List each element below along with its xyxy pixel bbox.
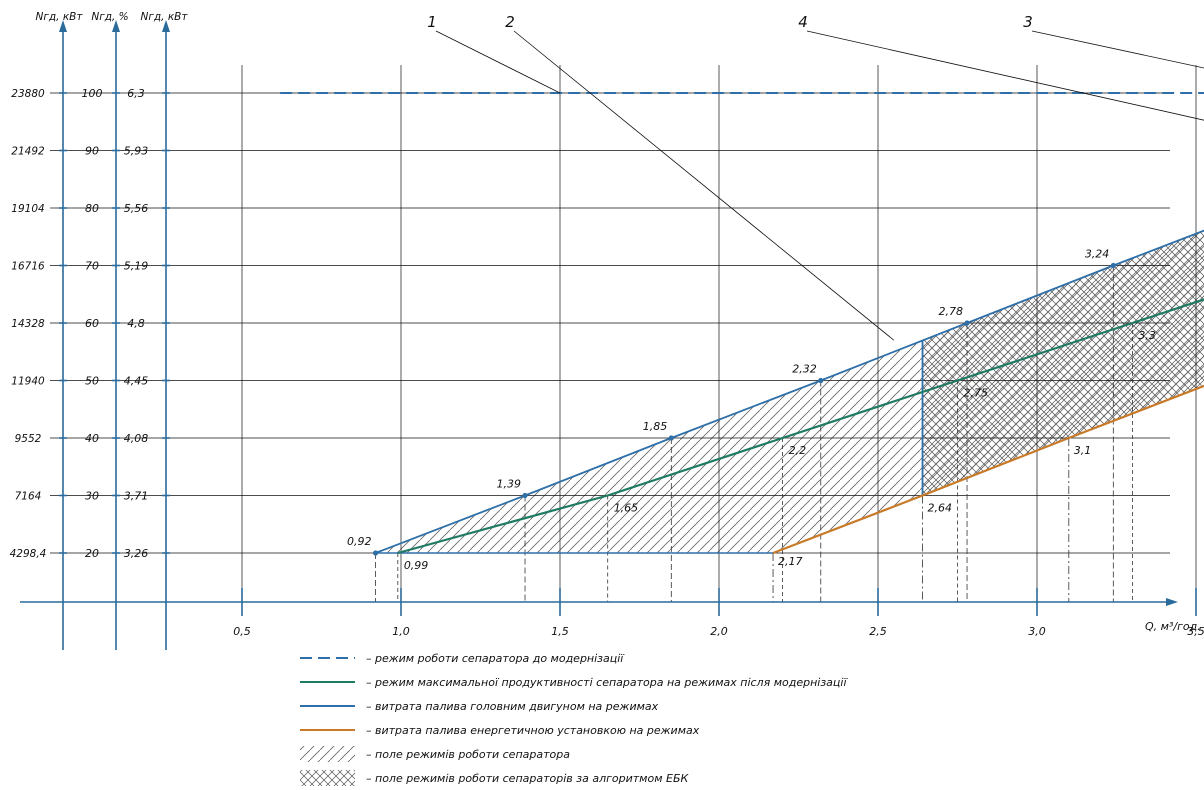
x-tick-label: 3,0	[1028, 625, 1046, 638]
curve-leader-line	[435, 30, 561, 94]
data-point	[372, 550, 379, 556]
x-axis-label: Q, м³/год.	[1145, 620, 1201, 633]
x-tick-label: 0,5	[233, 625, 251, 638]
curve-leader-line	[1031, 30, 1204, 69]
data-point	[964, 320, 970, 326]
y-tick-label-kw: 21492	[11, 146, 45, 158]
y-tick-label-kw: 11940	[11, 376, 45, 388]
curve-number-label: 1	[427, 13, 437, 31]
point-label-max-productivity: 2,75	[964, 387, 989, 400]
y-tick-label-kw2: 5,19	[124, 260, 149, 273]
y-tick-label-pct: 40	[85, 432, 99, 445]
y-tick-label-pct: 80	[85, 202, 99, 215]
y-axis-label-3: Nгд, кВт	[141, 11, 189, 23]
point-label-max-productivity: 2,2	[789, 444, 807, 457]
x-axis-arrow	[1166, 598, 1178, 606]
data-point	[522, 492, 528, 499]
point-label-main-engine: 0,92	[347, 535, 372, 548]
y-tick-label-kw: 16716	[11, 261, 45, 273]
point-label-main-engine: 1,85	[643, 420, 668, 433]
point-label-power-plant: 3,1	[1074, 444, 1092, 457]
y-tick-label-kw2: 4,45	[124, 375, 149, 388]
curve-number-label: 3	[1023, 13, 1033, 31]
x-tick-label: 2,5	[869, 625, 887, 638]
y-tick-label-pct: 30	[85, 490, 99, 503]
series-line-power-plant-fuel	[772, 384, 1204, 555]
point-label-main-engine: 3,24	[1085, 248, 1110, 261]
y-tick-label-kw2: 4,8	[127, 317, 145, 330]
y-axis-arrow-1	[59, 20, 67, 32]
point-label-max-productivity: 3,3	[1138, 329, 1156, 342]
point-label-main-engine: 2,78	[939, 305, 964, 318]
legend-swatch	[300, 770, 355, 786]
y-tick-label-kw: 14328	[11, 318, 45, 330]
data-point	[818, 377, 824, 384]
y-tick-label-kw2: 3,71	[124, 490, 149, 503]
x-tick-label: 1,0	[392, 625, 410, 638]
y-tick-label-kw: 7164	[15, 491, 42, 503]
y-tick-label-kw: 4298,4	[10, 548, 47, 560]
curve-number-label: 2	[505, 13, 515, 31]
y-tick-label-pct: 100	[82, 87, 103, 100]
y-tick-label-kw2: 5,93	[124, 145, 149, 158]
y-tick-label-pct: 60	[85, 317, 99, 330]
curve-leader-line	[513, 30, 895, 341]
y-tick-label-pct: 20	[85, 547, 99, 560]
curve-leader-line	[806, 30, 1204, 121]
y-tick-label-kw: 23880	[11, 88, 45, 100]
x-tick-label: 1,5	[551, 625, 569, 638]
data-point	[1110, 262, 1116, 269]
y-tick-label-kw2: 5,56	[124, 202, 149, 215]
y-tick-label-pct: 70	[85, 260, 99, 273]
point-label-main-engine: 2,32	[792, 363, 817, 376]
y-tick-label-kw2: 4,08	[124, 432, 149, 445]
y-tick-label-kw2: 6,3	[127, 87, 145, 100]
y-tick-label-kw: 9552	[15, 433, 42, 445]
legend-swatch	[300, 746, 355, 762]
y-tick-label-pct: 90	[85, 145, 99, 158]
y-axis-arrow-2	[112, 20, 120, 32]
y-axis-label-1: Nгд, кВт	[36, 11, 84, 23]
legend-label: – витрата палива енергетичною установкою…	[366, 724, 700, 737]
y-axis-label-2: Nгд, %	[91, 11, 128, 23]
point-label-max-productivity: 0,99	[404, 559, 429, 572]
y-tick-label-kw2: 3,26	[124, 547, 149, 560]
y-tick-label-kw: 19104	[11, 203, 44, 215]
legend-label: – режим максимальної продуктивності сепа…	[366, 676, 848, 689]
curve-number-label: 4	[798, 13, 808, 31]
series-line-max-productivity	[397, 298, 1204, 555]
point-label-power-plant: 2,17	[778, 555, 803, 568]
x-tick-label: 3,5	[1187, 625, 1204, 638]
legend-label: – режим роботи сепаратора до модернізаці…	[366, 652, 625, 665]
legend-label: – витрата палива головним двигуном на ре…	[366, 700, 659, 713]
y-axis-arrow-3	[162, 20, 170, 32]
legend-label: – поле режимів роботи сепараторів за алг…	[366, 772, 689, 785]
y-tick-label-pct: 50	[85, 375, 99, 388]
point-label-power-plant: 2,64	[928, 502, 953, 515]
data-point	[668, 435, 674, 441]
region-ebk-modes-crosshatch	[922, 230, 1204, 496]
point-label-main-engine: 1,39	[497, 478, 522, 491]
point-label-max-productivity: 1,65	[614, 502, 639, 515]
x-tick-label: 2,0	[710, 625, 728, 638]
legend-label: – поле режимів роботи сепаратора	[366, 748, 570, 761]
